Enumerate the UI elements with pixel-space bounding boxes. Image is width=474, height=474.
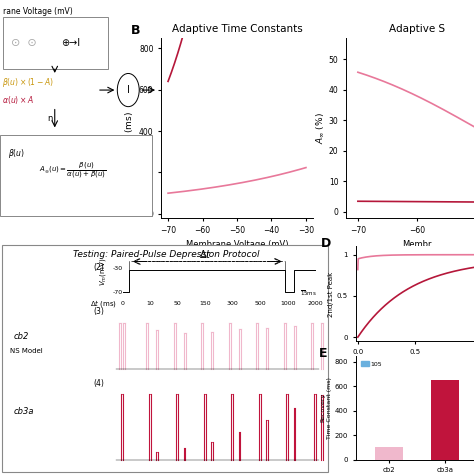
Text: ⊙  ⊙: ⊙ ⊙	[10, 37, 36, 48]
FancyBboxPatch shape	[0, 135, 152, 216]
Text: Testing: Paired-Pulse Depression Protocol: Testing: Paired-Pulse Depression Protoco…	[73, 250, 259, 259]
FancyBboxPatch shape	[1, 245, 328, 472]
Y-axis label: 2nd/1st Peak: 2nd/1st Peak	[328, 271, 334, 317]
Text: $\beta(u)\times(1-A)$: $\beta(u)\times(1-A)$	[1, 76, 54, 90]
Text: 2000: 2000	[308, 301, 323, 306]
Bar	[375, 447, 403, 460]
Text: $A_\infty(u)=\dfrac{\beta(u)}{\alpha(u)+\beta(u)}$: $A_\infty(u)=\dfrac{\beta(u)}{\alpha(u)+…	[39, 161, 107, 180]
Text: B: B	[131, 24, 140, 36]
Y-axis label: $\tau_r$ (ms): $\tau_r$ (ms)	[124, 111, 136, 145]
Text: n: n	[47, 114, 52, 123]
Legend: 105: 105	[359, 359, 384, 369]
Text: E: E	[319, 347, 327, 360]
Text: $\Delta t$ (ms): $\Delta t$ (ms)	[90, 298, 117, 309]
Y-axis label: $A_\infty$ (%): $A_\infty$ (%)	[314, 112, 326, 144]
Text: cb3a: cb3a	[13, 407, 34, 416]
Text: 1000: 1000	[280, 301, 295, 306]
Circle shape	[118, 73, 139, 107]
Text: 50: 50	[174, 301, 182, 306]
Title: Adaptive Time Constants: Adaptive Time Constants	[172, 24, 302, 34]
X-axis label: $\Delta$: $\Delta$	[413, 360, 421, 372]
Text: $V_m$(mV): $V_m$(mV)	[98, 258, 108, 286]
Bar	[431, 380, 459, 460]
X-axis label: Membrane Voltage (mV): Membrane Voltage (mV)	[186, 240, 288, 249]
X-axis label: Membr: Membr	[402, 240, 432, 249]
Text: $\overline{1}$5ms: $\overline{1}$5ms	[300, 289, 317, 298]
Text: 500: 500	[255, 301, 266, 306]
Text: 150: 150	[200, 301, 211, 306]
Text: 0: 0	[121, 301, 125, 306]
Text: D: D	[321, 237, 331, 250]
Text: NS Model: NS Model	[10, 348, 43, 354]
Text: -30: -30	[113, 266, 123, 271]
Text: $\Delta t$: $\Delta t$	[200, 248, 212, 260]
Text: 10: 10	[146, 301, 154, 306]
Text: cb2: cb2	[13, 332, 28, 341]
Text: 300: 300	[227, 301, 238, 306]
FancyBboxPatch shape	[3, 17, 108, 69]
Title: Adaptive S: Adaptive S	[389, 24, 445, 34]
Y-axis label: Recovery
Time Constant (ms): Recovery Time Constant (ms)	[321, 377, 332, 438]
Text: (4): (4)	[93, 379, 104, 388]
Text: rane Voltage (mV): rane Voltage (mV)	[3, 7, 73, 16]
Text: ⊕→I: ⊕→I	[61, 37, 80, 48]
Text: -70: -70	[113, 291, 123, 295]
Text: I: I	[127, 85, 130, 95]
Text: (2): (2)	[93, 263, 104, 272]
Text: $\alpha(u)\times A$: $\alpha(u)\times A$	[1, 93, 34, 106]
Text: $\beta(u)$: $\beta(u)$	[8, 147, 25, 160]
Text: (3): (3)	[93, 307, 104, 316]
